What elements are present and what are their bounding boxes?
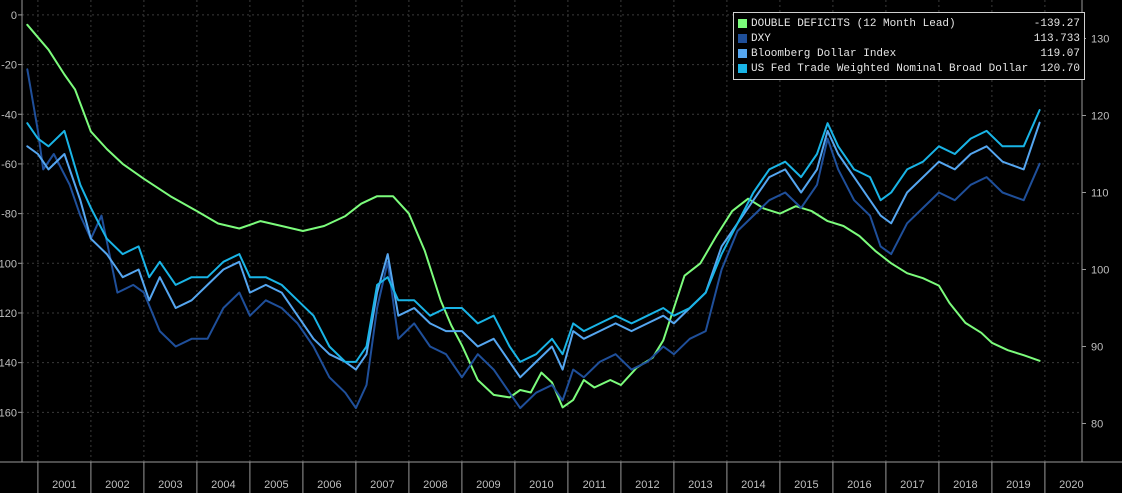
x-tick-label: 2018: [953, 479, 977, 491]
series-lines: [26, 23, 1041, 410]
legend-entry-dxy: DXY 113.733: [738, 31, 1080, 46]
legend-entry-bloomberg-dollar: Bloomberg Dollar Index 119.07: [738, 46, 1080, 61]
x-tick-label: 2004: [211, 479, 235, 491]
x-tick-label: 2014: [741, 479, 765, 491]
x-tick-label: 2013: [688, 479, 712, 491]
left-tick-label: -160: [0, 407, 17, 419]
legend-value: 119.07: [1040, 47, 1080, 60]
legend-entry-double-deficits: DOUBLE DEFICITS (12 Month Lead) -139.27: [738, 16, 1080, 31]
x-tick-label: 2019: [1006, 479, 1030, 491]
legend-label: DOUBLE DEFICITS (12 Month Lead): [751, 17, 956, 30]
left-axis: 0 -20 -40 -60 -80 -100 -120 -140 -160: [0, 0, 23, 462]
left-tick-label: -60: [1, 159, 17, 171]
x-tick-label: 2009: [476, 479, 500, 491]
legend-swatch: [738, 49, 747, 58]
legend-value: 113.733: [1033, 32, 1080, 45]
legend-value: 120.70: [1040, 62, 1080, 75]
right-tick-label: 130: [1091, 34, 1109, 46]
legend-swatch: [738, 64, 747, 73]
chart-legend: DOUBLE DEFICITS (12 Month Lead) -139.27 …: [733, 12, 1085, 80]
legend-swatch: [738, 19, 747, 28]
x-tick-label: 2012: [635, 479, 659, 491]
x-tick-label: 2015: [794, 479, 818, 491]
x-tick-label: 2003: [158, 479, 182, 491]
series-line-1: [26, 68, 1041, 410]
series-line-0: [26, 23, 1041, 409]
x-tick-label: 2017: [900, 479, 924, 491]
x-tick-label: 2020: [1059, 479, 1083, 491]
left-tick-label: -100: [0, 258, 17, 270]
right-tick-label: 100: [1091, 265, 1109, 277]
x-tick-label: 2001: [52, 479, 76, 491]
right-tick-label: 80: [1091, 419, 1103, 431]
legend-swatch: [738, 34, 747, 43]
x-tick-label: 2016: [847, 479, 871, 491]
legend-label: US Fed Trade Weighted Nominal Broad Doll…: [751, 62, 1034, 75]
grid-lines: [22, 0, 1082, 462]
series-line-3: [26, 109, 1041, 363]
right-axis: 130 120 110 100 90 80: [1081, 0, 1109, 462]
left-tick-label: -140: [0, 358, 17, 370]
x-tick-label: 2011: [583, 479, 607, 491]
x-tick-label: 2005: [264, 479, 288, 491]
right-tick-label: 110: [1091, 188, 1109, 200]
x-tick-label: 2002: [105, 479, 129, 491]
legend-value: -139.27: [1033, 17, 1080, 30]
x-tick-label: 2007: [370, 479, 394, 491]
right-tick-label: 90: [1091, 342, 1103, 354]
legend-entry-fed-trade-weighted: US Fed Trade Weighted Nominal Broad Doll…: [738, 61, 1080, 76]
left-tick-label: -120: [0, 308, 17, 320]
left-tick-label: -20: [1, 60, 17, 72]
left-tick-label: -40: [1, 109, 17, 121]
x-tick-label: 2008: [423, 479, 447, 491]
x-tick-label: 2010: [529, 479, 553, 491]
left-tick-label: -80: [1, 209, 17, 221]
x-axis: 2001 2002 2003 2004 2005 2006 2007 2008 2009 2010…: [0, 461, 1122, 493]
legend-label: Bloomberg Dollar Index: [751, 47, 897, 60]
series-line-2: [26, 121, 1041, 379]
x-tick-label: 2006: [317, 479, 341, 491]
legend-label: DXY: [751, 32, 771, 45]
left-tick-label: 0: [11, 10, 17, 22]
right-tick-label: 120: [1091, 111, 1109, 123]
